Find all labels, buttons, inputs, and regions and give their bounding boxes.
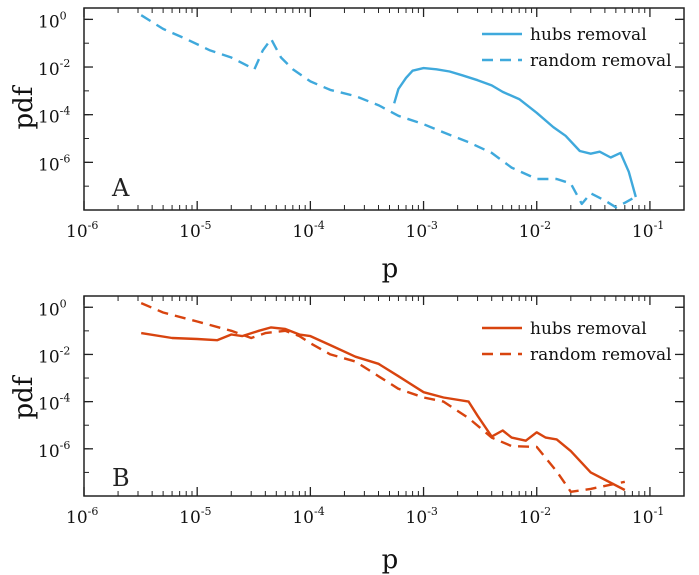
y-tick-label: 10-4 (38, 105, 70, 128)
y-tick-label: 10-2 (38, 57, 70, 80)
x-tick-label: 10-5 (179, 505, 211, 528)
x-tick-label: 10-3 (406, 219, 438, 242)
legend-label: random removal (530, 51, 672, 71)
series-line-hubs-removal (393, 66, 637, 198)
y-tick-label: 10-4 (38, 392, 70, 415)
x-axis-title: p (382, 254, 399, 284)
x-tick-label: 10-6 (66, 505, 98, 528)
x-tick-label: 10-3 (406, 505, 438, 528)
plot-frame (83, 7, 685, 211)
panel-label: B (112, 464, 130, 492)
series-line-hubs-removal (141, 326, 626, 492)
plot-frame (83, 295, 685, 497)
legend-label: random removal (530, 345, 672, 365)
panel-label: A (111, 174, 130, 202)
panel-a: 10-6 10-5 10-4 10-3 10-2 10-1 100 10-2 10-4 10-6 p… (9, 7, 685, 284)
y-tick-label: 100 (38, 297, 67, 320)
y-axis-title: pdf (9, 84, 39, 129)
y-tick-label: 10-6 (38, 152, 70, 175)
series-line-random-removal (140, 14, 633, 209)
x-axis-title: p (382, 545, 399, 575)
legend-label: hubs removal (530, 319, 647, 339)
x-tick-label: 10-4 (292, 219, 324, 242)
y-tick-label: 10-6 (38, 439, 70, 462)
y-axis-title: pdf (9, 374, 39, 419)
y-tick-label: 10-2 (38, 344, 70, 367)
panel-b: 10-6 10-5 10-4 10-3 10-2 10-1 100 10-2 10-4 10-6 p… (9, 295, 685, 575)
x-tick-label: 10-2 (519, 505, 551, 528)
y-tick-label: 100 (38, 9, 67, 32)
x-tick-label: 10-1 (632, 219, 664, 242)
legend-label: hubs removal (530, 25, 647, 45)
series-line-random-removal (140, 301, 626, 493)
x-tick-label: 10-1 (632, 505, 664, 528)
x-tick-label: 10-5 (179, 219, 211, 242)
x-tick-label: 10-2 (519, 219, 551, 242)
x-tick-label: 10-6 (66, 219, 98, 242)
x-tick-label: 10-4 (292, 505, 324, 528)
